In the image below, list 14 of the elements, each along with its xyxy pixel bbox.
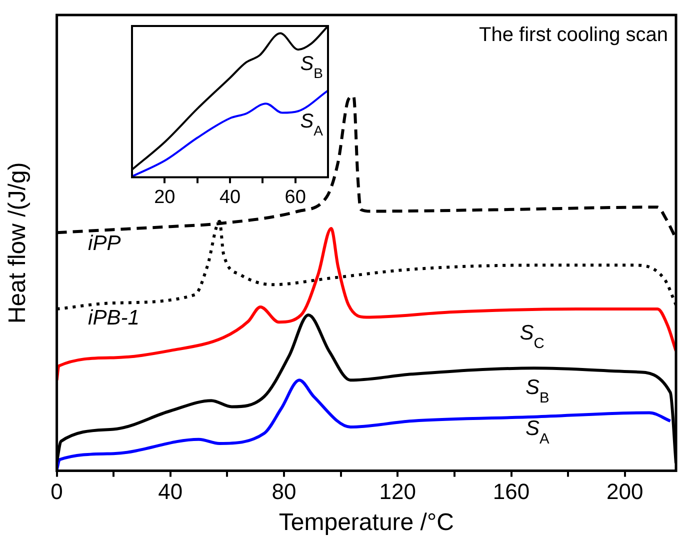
x-tick-label: 40	[158, 479, 183, 504]
x-axis-title: Temperature /°C	[278, 509, 454, 536]
x-tick-label: 120	[379, 479, 416, 504]
y-axis-title: Heat flow /(J/g)	[4, 162, 32, 324]
series-label: iPP	[88, 232, 121, 255]
x-tick-label: 20	[154, 186, 176, 208]
x-tick-label: 200	[606, 479, 644, 504]
x-tick-label: 0	[50, 479, 63, 504]
x-tick-label: 80	[272, 479, 296, 504]
x-tick-label: 60	[284, 186, 306, 208]
series-label: iPB-1	[88, 306, 140, 330]
x-tick-label: 40	[219, 186, 241, 208]
x-tick-label: 160	[492, 479, 530, 504]
chart-title: The first cooling scan	[479, 24, 668, 46]
